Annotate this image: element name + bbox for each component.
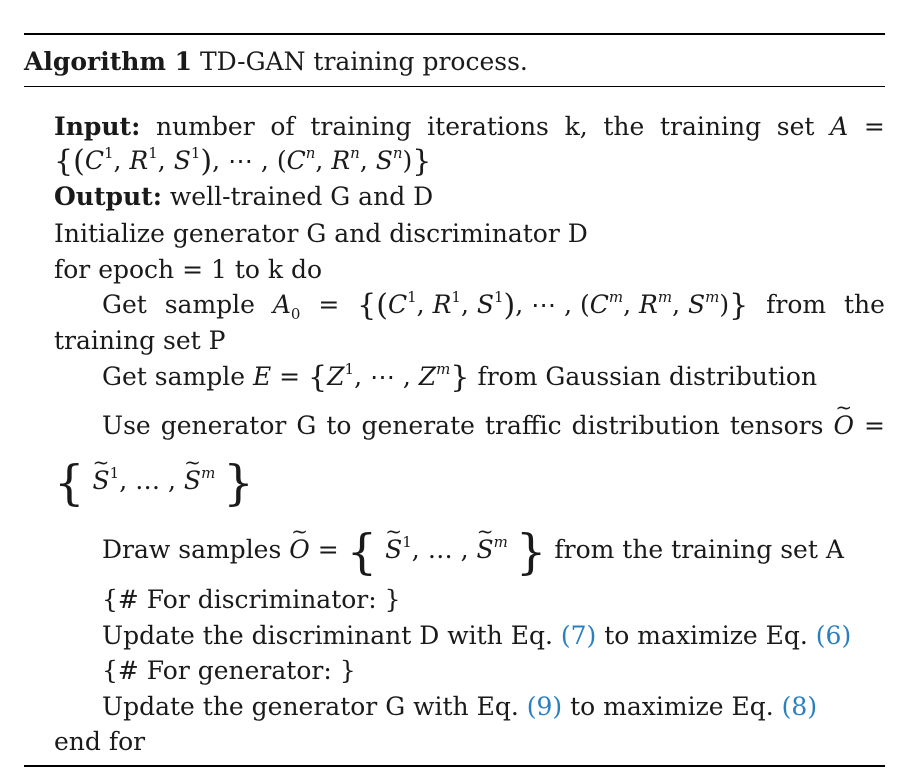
get-sample-a0-cont: training set P xyxy=(54,326,226,355)
e-formula: E = {Z1, ⋯ , Zm} xyxy=(252,360,470,395)
text: Update the generator G with Eq. xyxy=(102,692,519,721)
input-label: Input: xyxy=(54,112,141,141)
bottom-rule xyxy=(24,765,885,767)
use-generator-line: Use generator G to generate traffic dist… xyxy=(102,411,885,441)
word: generate xyxy=(361,411,475,440)
input-word: training xyxy=(310,112,412,141)
text: from the training set A xyxy=(554,535,844,564)
eq-ref-6[interactable]: (6) xyxy=(815,621,852,650)
word: to xyxy=(326,411,352,440)
output-label: Output: xyxy=(54,182,162,211)
end-for-line: end for xyxy=(54,727,146,756)
algorithm-label: Algorithm 1 xyxy=(24,47,192,76)
eq-ref-8[interactable]: (8) xyxy=(781,692,818,721)
algorithm-caption: TD-GAN training process. xyxy=(199,47,528,76)
text: Draw samples xyxy=(102,535,282,564)
init-line: Initialize generator G and discriminator… xyxy=(54,219,588,248)
output-line: Output: well-trained G and D xyxy=(54,182,885,212)
input-line: Input: number of training iterations k, … xyxy=(54,112,885,142)
text: to maximize Eq. xyxy=(604,621,808,650)
eq-ref-7[interactable]: (7) xyxy=(560,621,597,650)
text: to maximize Eq. xyxy=(570,692,774,721)
input-word: k, xyxy=(564,112,588,141)
word: G xyxy=(296,411,317,440)
text: Get sample xyxy=(102,362,245,391)
word: distribution xyxy=(571,411,720,440)
input-word: of xyxy=(270,112,295,141)
word: tensors xyxy=(729,411,824,440)
word: from xyxy=(766,290,827,319)
input-var: A xyxy=(830,112,849,141)
comment-generator: {# For generator: } xyxy=(102,656,356,685)
equals-sign: = xyxy=(864,411,885,440)
get-sample-e-line: Get sample E = {Z1, ⋯ , Zm} from Gaussia… xyxy=(102,360,885,395)
generated-set-formula: { S1, … , Sm } xyxy=(54,459,885,507)
word: generator xyxy=(160,411,287,440)
get-sample-a0-line: Get sample A0 = {(C1, R1, S1), ⋯ , (Cm, … xyxy=(102,288,885,323)
input-word: the xyxy=(603,112,645,141)
o-tilde: O xyxy=(833,411,854,441)
word: Get xyxy=(102,290,147,319)
update-discriminator-line: Update the discriminant D with Eq. (7) t… xyxy=(102,621,885,651)
input-word: training xyxy=(660,112,762,141)
word: traffic xyxy=(484,411,562,440)
title-rule xyxy=(24,86,885,87)
input-word: iterations xyxy=(427,112,549,141)
output-text: well-trained G and D xyxy=(169,182,434,211)
input-word: number xyxy=(156,112,255,141)
word: the xyxy=(844,290,885,319)
draw-formula: O = { S1, … , Sm } xyxy=(289,528,546,576)
text: from Gaussian distribution xyxy=(477,362,818,391)
word: Use xyxy=(102,411,151,440)
for-line: for epoch = 1 to k do xyxy=(54,255,323,284)
equals-sign: = xyxy=(863,112,885,141)
top-rule xyxy=(24,33,885,35)
word: sample xyxy=(164,290,255,319)
update-generator-line: Update the generator G with Eq. (9) to m… xyxy=(102,692,885,722)
input-word: set xyxy=(776,112,815,141)
a0-var: A0 xyxy=(272,290,301,323)
training-set-formula: {(C1, R1, S1), ⋯ , (Cn, Rn, Sn)} xyxy=(54,144,432,179)
eq-ref-9[interactable]: (9) xyxy=(526,692,563,721)
sample-set-formula: {(C1, R1, S1), ⋯ , (Cm, Rm, Sm)} xyxy=(357,288,749,323)
draw-samples-line: Draw samples O = { S1, … , Sm } from the… xyxy=(102,528,885,576)
equals-sign: = xyxy=(318,290,340,319)
comment-discriminator: {# For discriminator: } xyxy=(102,585,401,614)
text: Update the discriminant D with Eq. xyxy=(102,621,553,650)
algorithm-title: Algorithm 1 TD-GAN training process. xyxy=(24,47,528,77)
